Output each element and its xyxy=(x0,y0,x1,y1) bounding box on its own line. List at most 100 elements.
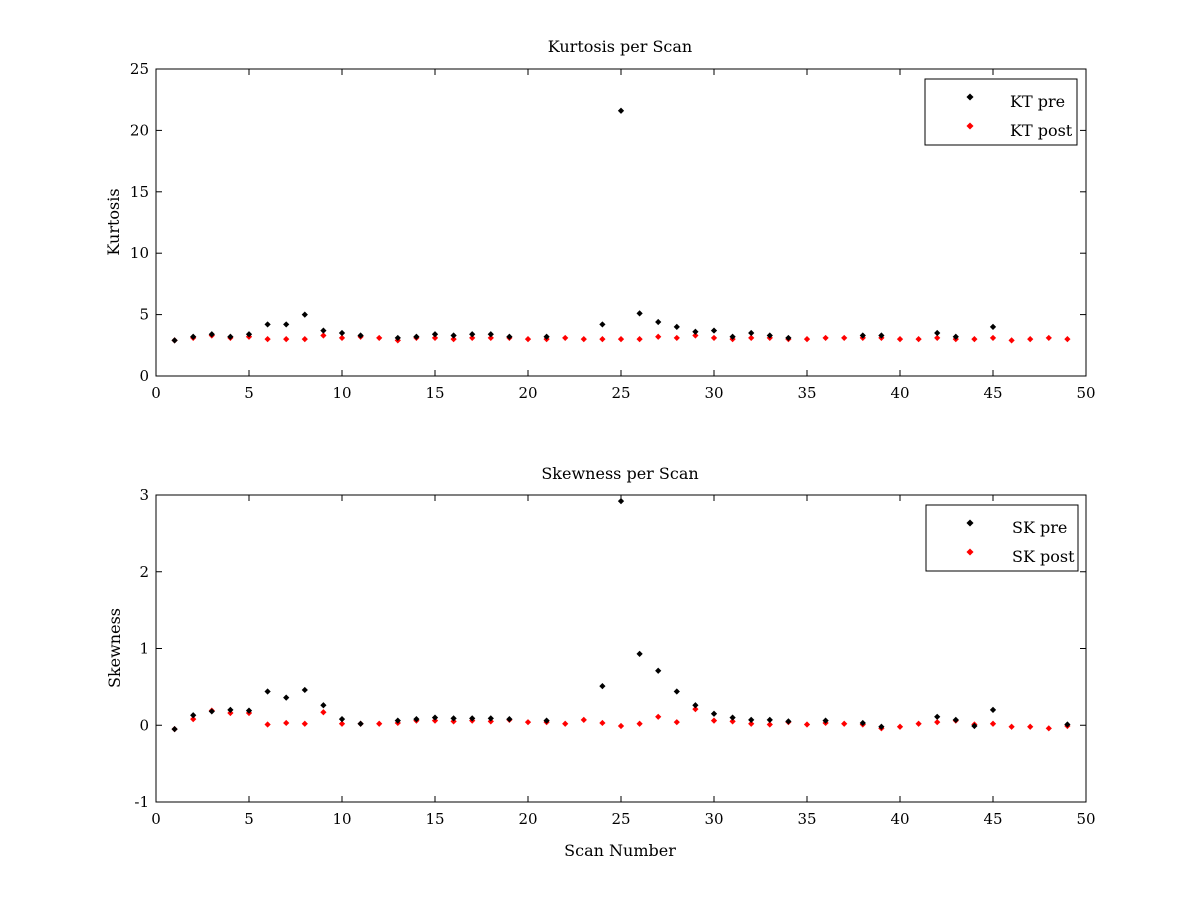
point-sk-pre xyxy=(599,682,606,690)
point-sk-post xyxy=(617,722,625,730)
point-kt-post xyxy=(487,334,494,342)
point-sk-pre xyxy=(543,717,550,724)
kurtosis-title: Kurtosis per Scan xyxy=(548,37,692,56)
point-sk-pre xyxy=(934,713,941,720)
point-sk-pre xyxy=(878,723,885,730)
x-tick-label: 50 xyxy=(1076,384,1095,402)
x-tick-label: 5 xyxy=(244,384,254,402)
point-kt-pre xyxy=(320,327,327,334)
point-kt-post xyxy=(320,332,327,339)
kurtosis-panel: Kurtosis per Scan Kurtosis 0 5 10 15 20 25 30 3… xyxy=(104,37,1096,402)
y-tick-label: 1 xyxy=(139,640,149,658)
x-tick-label: 15 xyxy=(425,384,444,402)
point-sk-post xyxy=(673,719,680,726)
point-kt-post xyxy=(431,334,439,342)
legend-marker-sk-post xyxy=(966,548,974,556)
point-kt-pre xyxy=(692,328,699,335)
x-tick-label: 45 xyxy=(983,810,1002,828)
point-sk-pre xyxy=(1064,721,1071,728)
point-kt-pre xyxy=(394,334,401,342)
point-kt-pre xyxy=(431,331,439,338)
point-sk-pre xyxy=(636,650,643,657)
point-kt-post xyxy=(283,336,290,343)
kurtosis-legend-box xyxy=(924,78,1078,146)
y-tick-label: 5 xyxy=(139,306,149,324)
legend-label-kt-pre: KT pre xyxy=(1010,92,1065,111)
y-tick-label: 0 xyxy=(139,367,149,385)
y-tick-label: 3 xyxy=(139,486,149,504)
legend-label-sk-pre: SK pre xyxy=(1012,518,1067,537)
point-sk-post xyxy=(338,720,346,727)
point-kt-pre xyxy=(469,331,476,338)
y-tick-label: -1 xyxy=(134,793,149,811)
point-kt-post xyxy=(1064,336,1071,343)
point-kt-pre xyxy=(506,333,513,340)
x-tick-label: 50 xyxy=(1076,810,1095,828)
point-sk-pre xyxy=(338,715,346,723)
x-tick-label: 15 xyxy=(425,810,444,828)
point-sk-pre xyxy=(469,715,476,722)
skewness-y-axis-label: Skewness xyxy=(105,608,124,688)
point-sk-post xyxy=(524,719,532,726)
point-kt-pre xyxy=(283,321,290,328)
point-sk-post xyxy=(655,713,662,720)
point-kt-post xyxy=(376,334,383,342)
point-sk-post xyxy=(376,720,383,727)
point-sk-pre xyxy=(450,715,457,722)
point-sk-post xyxy=(1045,725,1052,732)
point-sk-pre xyxy=(283,694,290,701)
point-sk-pre xyxy=(971,722,978,730)
point-kt-pre xyxy=(264,321,271,328)
point-kt-pre xyxy=(301,311,308,318)
point-sk-post xyxy=(1008,723,1015,730)
point-sk-post xyxy=(748,720,755,727)
x-tick-label: 20 xyxy=(518,810,537,828)
point-sk-post xyxy=(729,718,736,725)
point-kt-post xyxy=(1027,336,1034,343)
point-sk-post xyxy=(766,721,773,728)
x-tick-label: 35 xyxy=(797,384,816,402)
point-sk-pre xyxy=(766,716,773,723)
x-tick-label: 10 xyxy=(332,810,351,828)
point-sk-pre xyxy=(357,720,364,727)
skewness-legend: SK pre SK post xyxy=(925,504,1079,572)
point-sk-post xyxy=(692,706,699,713)
y-tick-label: 0 xyxy=(139,716,149,734)
point-sk-pre xyxy=(431,714,439,721)
x-tick-label: 40 xyxy=(890,810,909,828)
point-sk-pre xyxy=(989,706,997,714)
point-kt-post xyxy=(301,336,308,343)
point-kt-pre xyxy=(338,329,346,337)
x-tick-label: 10 xyxy=(332,384,351,402)
x-tick-label: 5 xyxy=(244,810,254,828)
point-sk-post xyxy=(599,719,606,727)
point-sk-pre xyxy=(655,667,662,674)
point-sk-pre xyxy=(729,714,736,721)
point-kt-pre xyxy=(413,333,420,340)
x-tick-label: 35 xyxy=(797,810,816,828)
point-kt-pre xyxy=(710,327,718,334)
skewness-panel: Skewness per Scan Skewness Scan Number 0… xyxy=(105,464,1096,860)
point-kt-post xyxy=(338,334,346,342)
y-tick-label: 20 xyxy=(130,121,149,139)
x-tick-label: 40 xyxy=(890,384,909,402)
x-tick-label: 20 xyxy=(518,384,537,402)
point-sk-post xyxy=(710,717,718,724)
x-tick-label: 0 xyxy=(151,810,161,828)
point-sk-pre xyxy=(822,717,829,724)
y-tick-label: 2 xyxy=(139,563,149,581)
point-sk-post xyxy=(580,716,587,723)
point-kt-pre xyxy=(450,332,457,339)
point-kt-pre xyxy=(357,332,364,339)
point-sk-pre xyxy=(785,718,792,725)
y-tick-label: 15 xyxy=(130,183,149,201)
point-kt-post xyxy=(469,334,476,342)
point-kt-pre xyxy=(171,337,178,344)
point-sk-post xyxy=(989,720,997,727)
point-sk-pre xyxy=(748,716,755,723)
point-kt-post xyxy=(264,336,271,343)
point-sk-post xyxy=(1027,723,1034,730)
point-sk-post xyxy=(283,719,290,727)
